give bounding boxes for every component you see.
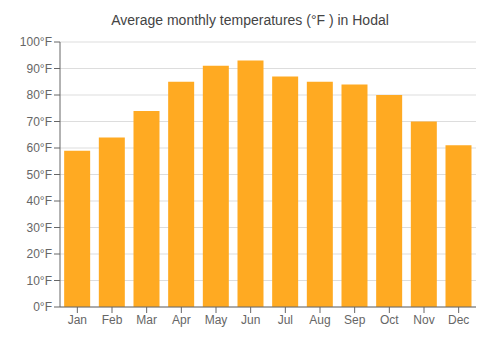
svg-text:80°F: 80°F	[27, 88, 52, 102]
svg-text:Mar: Mar	[136, 313, 157, 327]
svg-text:10°F: 10°F	[27, 274, 52, 288]
svg-text:20°F: 20°F	[27, 247, 52, 261]
svg-text:Jan: Jan	[68, 313, 87, 327]
svg-text:Jun: Jun	[241, 313, 260, 327]
svg-text:Apr: Apr	[172, 313, 191, 327]
svg-text:40°F: 40°F	[27, 194, 52, 208]
svg-text:60°F: 60°F	[27, 141, 52, 155]
svg-text:Aug: Aug	[309, 313, 330, 327]
svg-text:Oct: Oct	[380, 313, 399, 327]
svg-text:90°F: 90°F	[27, 62, 52, 76]
svg-text:Feb: Feb	[102, 313, 123, 327]
svg-text:Sep: Sep	[344, 313, 366, 327]
svg-text:70°F: 70°F	[27, 115, 52, 129]
svg-text:30°F: 30°F	[27, 221, 52, 235]
svg-text:Jul: Jul	[278, 313, 293, 327]
svg-text:May: May	[205, 313, 228, 327]
svg-text:Dec: Dec	[448, 313, 469, 327]
html-text:Average monthly temperatures (: Average monthly temperatures (°F ) in Ho…	[111, 12, 389, 28]
svg-text:100°F: 100°F	[20, 35, 52, 49]
svg-text:50°F: 50°F	[27, 168, 52, 182]
svg-text:Nov: Nov	[413, 313, 434, 327]
svg-text:0°F: 0°F	[33, 300, 52, 314]
